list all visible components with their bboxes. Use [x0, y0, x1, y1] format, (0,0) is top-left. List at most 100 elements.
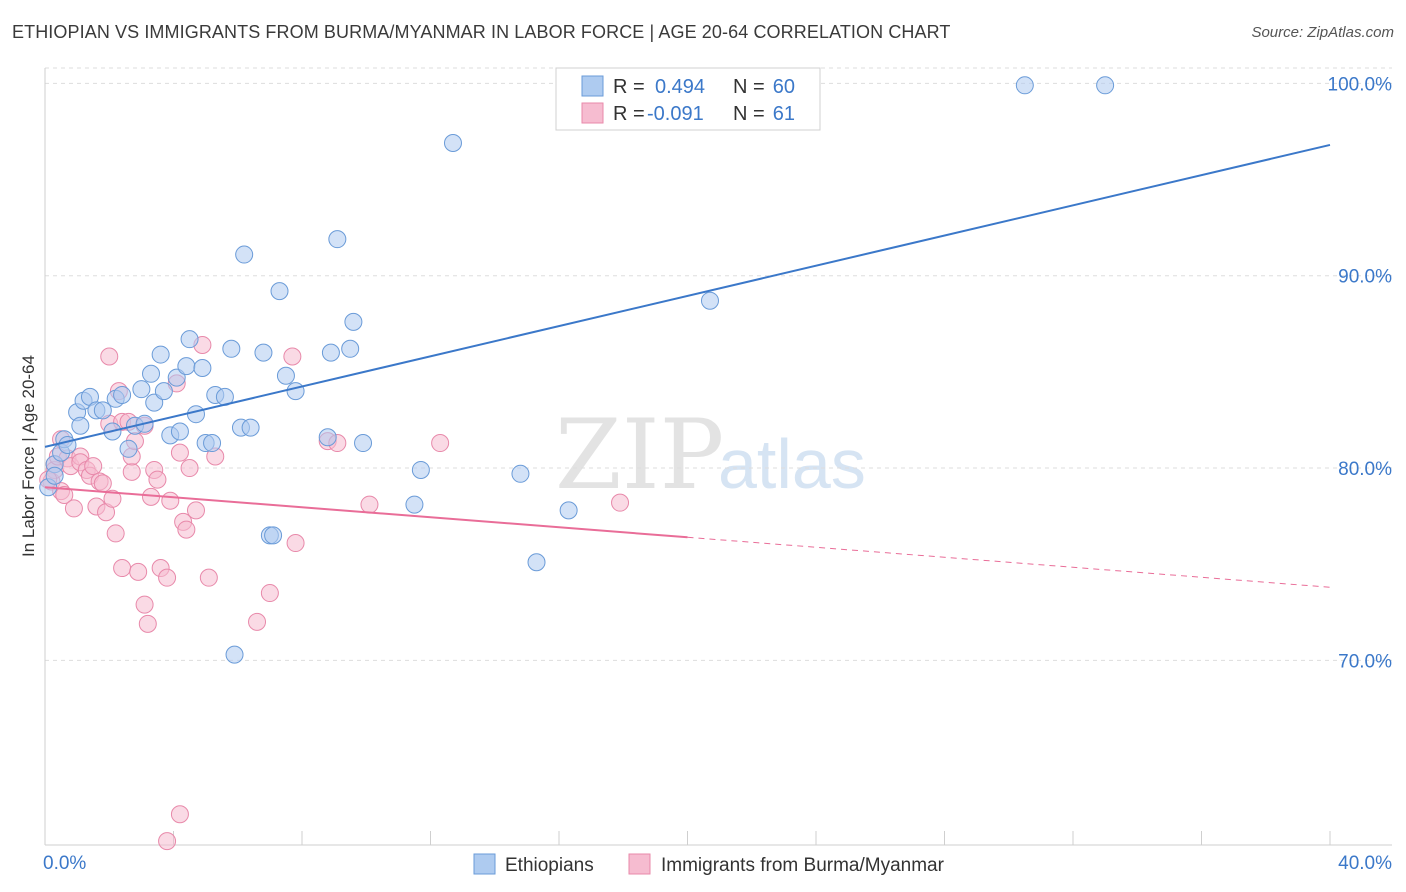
point-burma [113, 559, 132, 578]
bottom-legend-burma: Immigrants from Burma/Myanmar [661, 855, 945, 876]
point-ethiopians [1015, 76, 1034, 95]
point-ethiopians [286, 382, 305, 401]
point-ethiopians [254, 343, 273, 362]
series-burma-points [39, 335, 630, 851]
point-ethiopians [145, 393, 164, 412]
point-ethiopians [177, 357, 196, 376]
point-burma [161, 491, 180, 510]
correlation-legend: R = 0.494 N = 60 R = -0.091 N = 61 [555, 67, 821, 131]
point-ethiopians [354, 434, 373, 453]
source-label: Source: ZipAtlas.com [1251, 24, 1394, 41]
point-ethiopians [225, 645, 244, 664]
point-ethiopians [328, 230, 347, 249]
trendline-ethiopians [44, 143, 1331, 448]
point-ethiopians [318, 428, 337, 447]
point-ethiopians [45, 466, 64, 485]
point-ethiopians [222, 339, 241, 358]
point-ethiopians [559, 501, 578, 520]
point-ethiopians [203, 434, 222, 453]
point-ethiopians [167, 368, 186, 387]
point-burma [158, 832, 177, 851]
point-burma [360, 495, 379, 514]
point-ethiopians [264, 526, 283, 545]
point-burma [611, 493, 630, 512]
bottom-legend: Ethiopians Immigrants from Burma/Myanmar [473, 853, 945, 876]
legend-n-value-1: 60 [773, 76, 795, 98]
point-burma [177, 520, 196, 539]
point-ethiopians [154, 382, 173, 401]
point-ethiopians [341, 339, 360, 358]
point-burma [283, 347, 302, 366]
point-ethiopians [186, 405, 205, 424]
legend-swatch-pink [581, 102, 604, 124]
point-burma [64, 499, 83, 518]
point-ethiopians [93, 401, 112, 420]
point-burma [170, 443, 189, 462]
legend-n-value-2: 61 [773, 103, 795, 125]
point-burma [135, 595, 154, 614]
point-burma [170, 805, 189, 824]
point-ethiopians [170, 422, 189, 441]
point-burma [84, 457, 103, 476]
point-ethiopians [193, 359, 212, 378]
point-burma [248, 612, 267, 631]
legend-r-value-2: -0.091 [647, 103, 704, 125]
chart-title: ETHIOPIAN VS IMMIGRANTS FROM BURMA/MYANM… [12, 22, 951, 42]
point-burma [106, 524, 125, 543]
point-burma [431, 434, 450, 453]
legend-r-value-1: 0.494 [655, 76, 705, 98]
x-tick-label-max: 40.0% [1338, 853, 1392, 874]
point-ethiopians [276, 366, 295, 385]
point-burma [186, 501, 205, 520]
point-ethiopians [180, 330, 199, 349]
point-burma [199, 568, 218, 587]
point-ethiopians [241, 418, 260, 437]
watermark-zip: ZIP [555, 399, 724, 511]
point-ethiopians [527, 553, 546, 572]
point-burma [148, 470, 167, 489]
point-ethiopians [119, 439, 138, 458]
point-burma [122, 462, 141, 481]
point-ethiopians [443, 134, 462, 153]
y-tick-label: 90.0% [1338, 267, 1392, 288]
point-burma [286, 534, 305, 553]
trendlines [44, 143, 1331, 588]
y-tick-label: 100.0% [1328, 74, 1393, 95]
y-tick-labels: 70.0% 80.0% 90.0% 100.0% [1328, 74, 1393, 672]
x-ticks [44, 831, 1331, 845]
point-ethiopians [151, 345, 170, 364]
point-burma [158, 568, 177, 587]
point-ethiopians [1096, 76, 1115, 95]
bottom-legend-swatch-ethiopians [473, 853, 496, 875]
y-tick-label: 80.0% [1338, 459, 1392, 480]
trendline-burma-projection [687, 536, 1331, 588]
watermark-atlas: atlas [718, 425, 866, 503]
point-burma [100, 347, 119, 366]
point-ethiopians [700, 291, 719, 310]
point-ethiopians [142, 364, 161, 383]
point-burma [55, 485, 74, 504]
point-ethiopians [511, 464, 530, 483]
point-ethiopians [344, 312, 363, 331]
point-ethiopians [270, 282, 289, 301]
point-ethiopians [113, 385, 132, 404]
legend-r-label-2: R = [613, 103, 645, 125]
legend-r-label-1: R = [613, 76, 645, 98]
y-tick-label: 70.0% [1338, 651, 1392, 672]
point-ethiopians [132, 380, 151, 399]
point-ethiopians [71, 416, 90, 435]
point-ethiopians [405, 495, 424, 514]
point-ethiopians [411, 460, 430, 479]
point-burma [129, 562, 148, 581]
point-burma [103, 489, 122, 508]
trendline-burma [44, 486, 688, 539]
legend-n-label-2: N = [733, 103, 765, 125]
legend-swatch-blue [581, 75, 604, 97]
point-burma [138, 614, 157, 633]
point-ethiopians [235, 245, 254, 264]
point-burma [93, 474, 112, 493]
y-axis-label: In Labor Force | Age 20-64 [19, 355, 38, 557]
bottom-legend-ethiopians: Ethiopians [505, 855, 594, 876]
point-burma [180, 459, 199, 478]
